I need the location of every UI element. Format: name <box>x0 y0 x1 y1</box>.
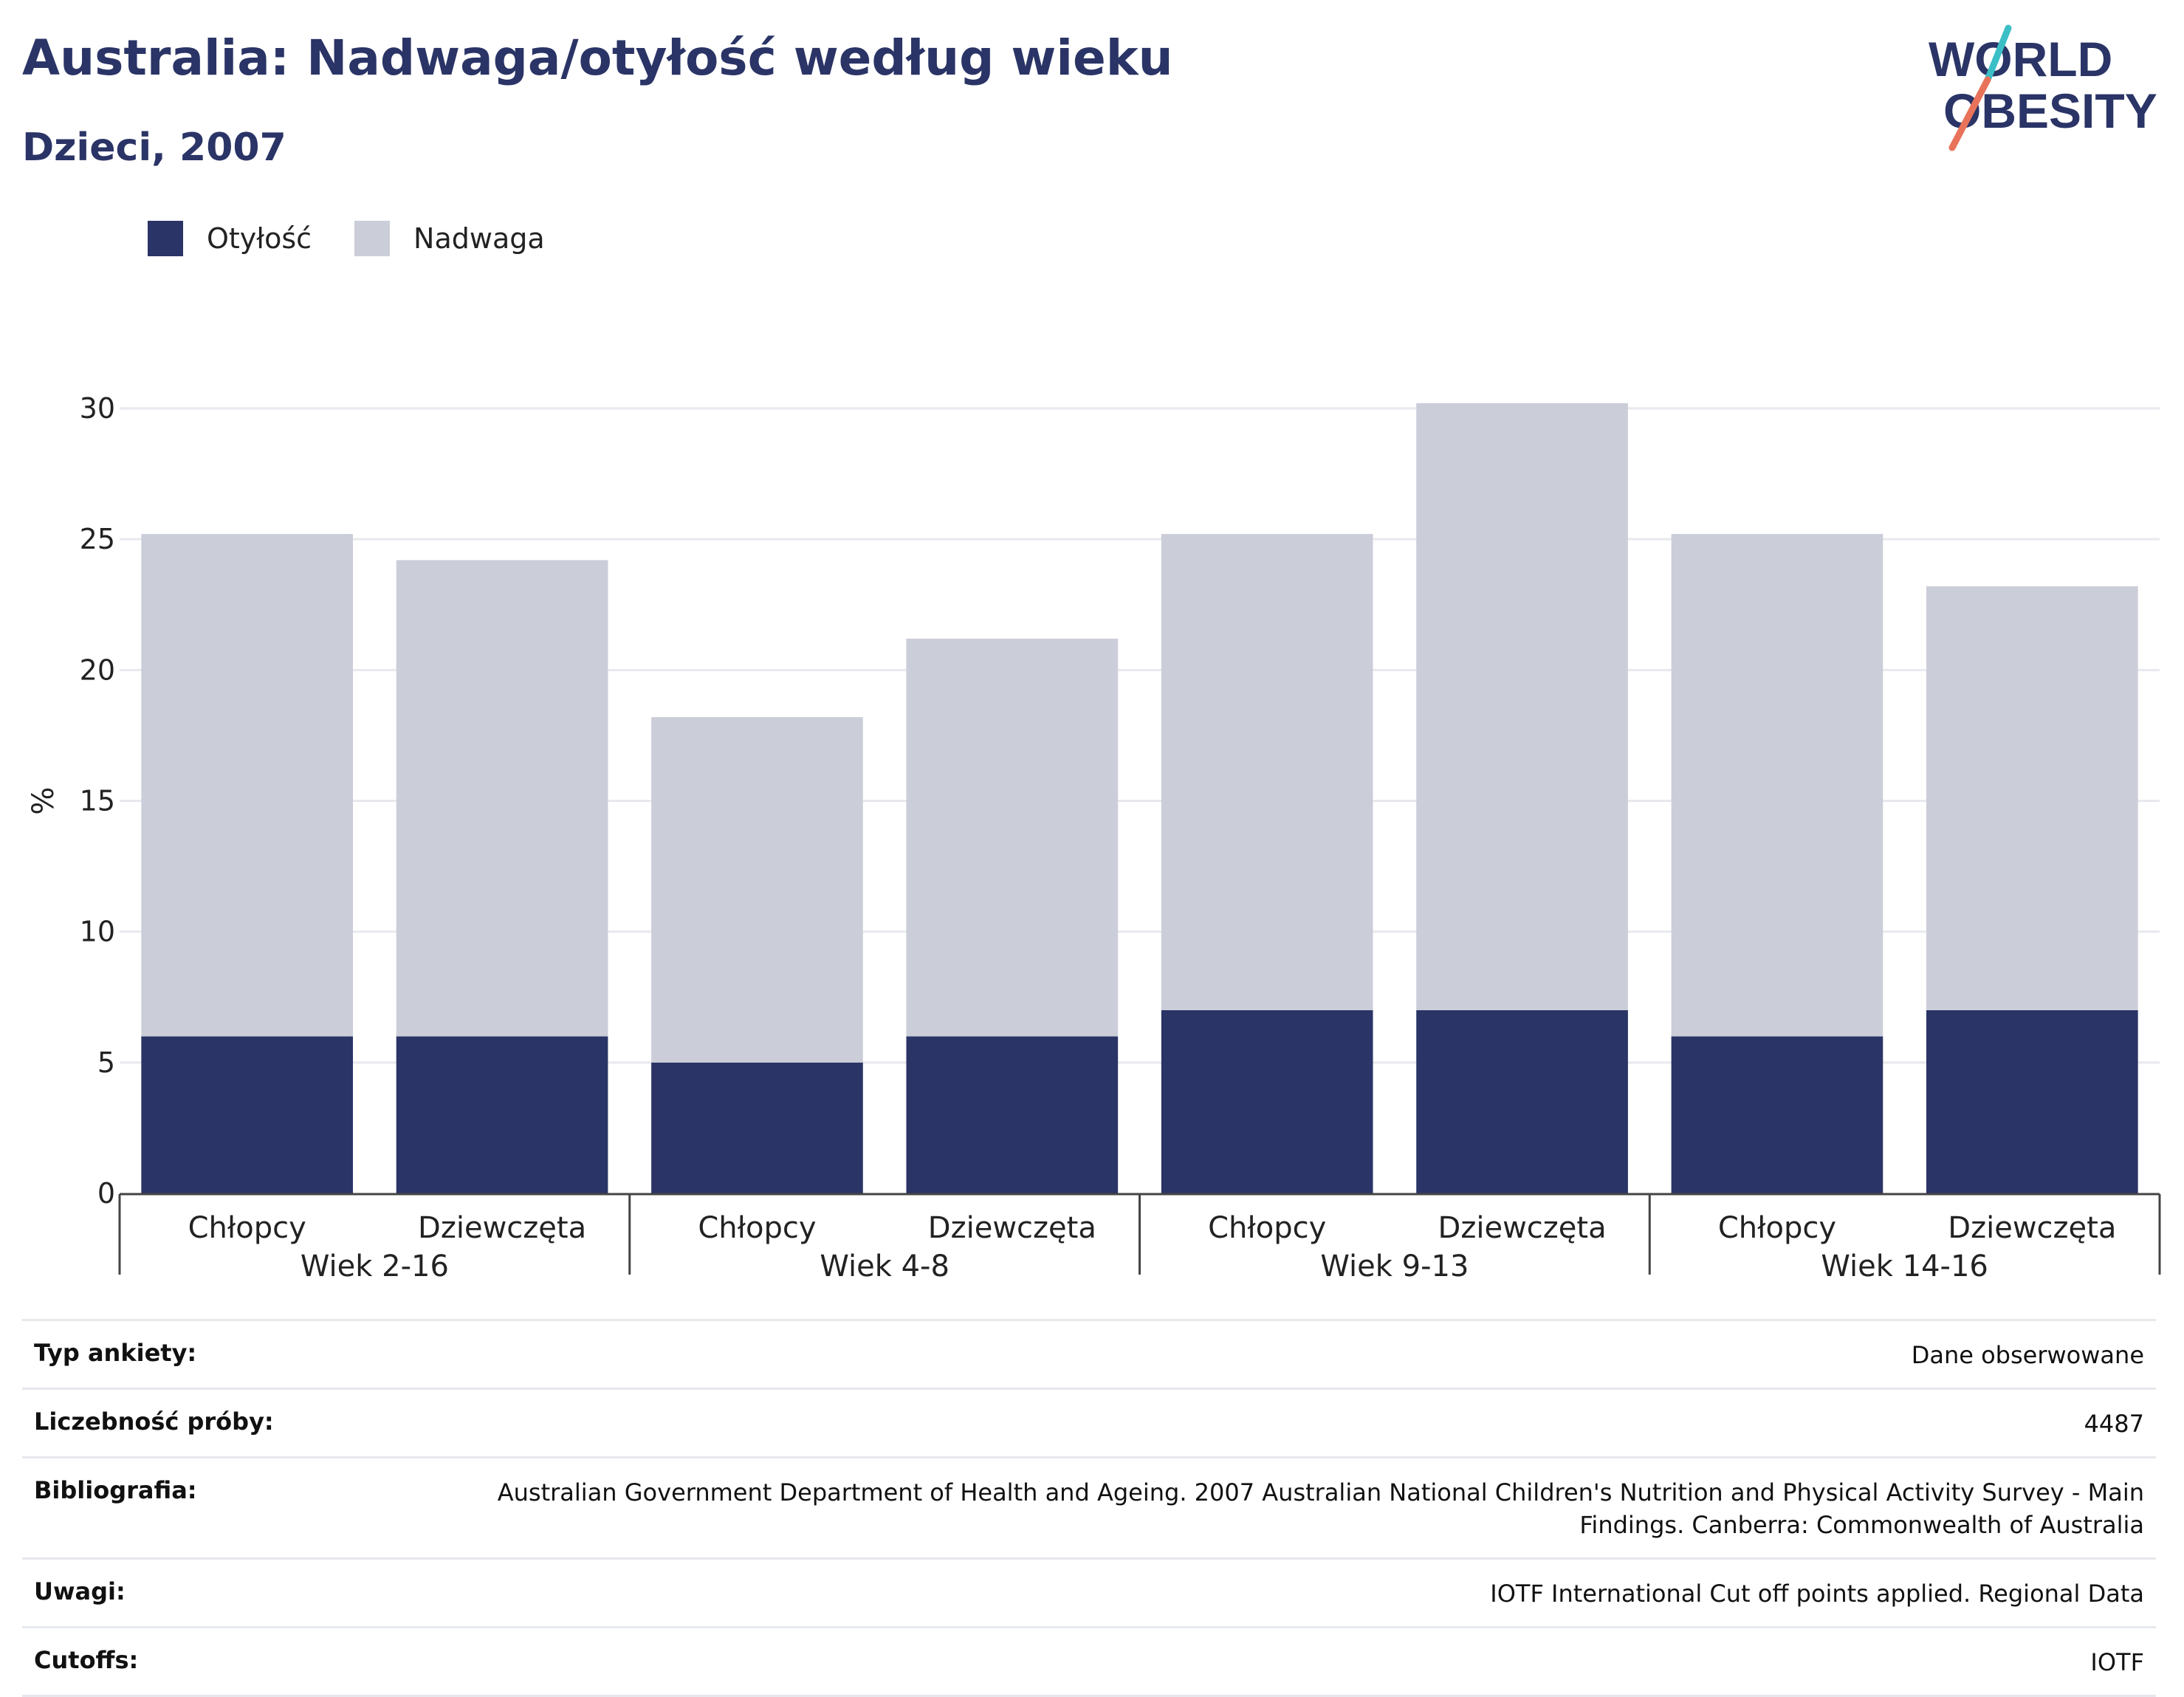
chart-legend: Otyłość Nadwaga <box>148 220 588 257</box>
info-key: Uwagi: <box>34 1577 126 1605</box>
info-key: Typ ankiety: <box>34 1339 197 1367</box>
bar-overweight <box>651 717 863 1063</box>
x-group-label: Wiek 4-8 <box>820 1249 950 1283</box>
x-category-label: Dziewczęta <box>1438 1211 1607 1245</box>
legend-label-overweight: Nadwaga <box>413 222 545 255</box>
bar-obesity <box>1671 1036 1883 1193</box>
info-value: Australian Government Department of Heal… <box>497 1478 2144 1539</box>
bar-obesity <box>396 1036 608 1193</box>
bar-obesity <box>1416 1009 1628 1193</box>
x-group-label: Wiek 2-16 <box>301 1249 449 1283</box>
bar-obesity <box>906 1036 1119 1193</box>
bar-obesity <box>651 1062 863 1193</box>
y-tick-label: 10 <box>80 916 115 948</box>
chart-title: Australia: Nadwaga/otyłość według wieku <box>22 30 1173 86</box>
x-category-label: Chłopcy <box>698 1211 816 1245</box>
x-group-label: Wiek 14-16 <box>1821 1249 1988 1283</box>
x-category-label: Chłopcy <box>188 1211 306 1245</box>
info-row-notes: Uwagi: IOTF International Cut off points… <box>22 1557 2156 1626</box>
info-key: Cutoffs: <box>34 1646 139 1674</box>
world-obesity-logo: WORLD OBESITY <box>1929 24 2157 151</box>
logo-slash-red <box>1948 76 1991 151</box>
bar-overweight <box>906 638 1119 1037</box>
info-row-bibliography: Bibliografia: Australian Government Depa… <box>22 1456 2156 1557</box>
legend-swatch-overweight <box>354 221 391 256</box>
y-tick-label: 5 <box>97 1046 115 1079</box>
x-category-label: Dziewczęta <box>928 1211 1096 1245</box>
legend-swatch-obesity <box>148 221 183 256</box>
legend-item-overweight: Nadwaga <box>354 221 545 256</box>
info-row-sample-size: Liczebność próby: 4487 <box>22 1388 2156 1456</box>
info-row-cutoffs: Cutoffs: IOTF <box>22 1626 2156 1697</box>
info-table: Typ ankiety: Dane obserwowane Liczebność… <box>22 1319 2156 1697</box>
bar-overweight <box>141 534 354 1037</box>
y-tick-label: 30 <box>80 392 115 425</box>
bar-overweight <box>1671 534 1883 1037</box>
bar-obesity <box>1926 1009 2138 1193</box>
bar-obesity <box>1161 1009 1373 1193</box>
info-value: 4487 <box>2084 1410 2144 1438</box>
bar-chart: 0 5 10 15 20 25 30% Chłopcy Dziewczęta Chłopcy Dzi… <box>27 392 2161 1283</box>
info-key: Liczebność próby: <box>34 1408 274 1436</box>
info-value: IOTF International Cut off points applie… <box>1490 1580 2144 1608</box>
y-tick-label: 25 <box>80 523 115 555</box>
legend-item-obesity: Otyłość <box>148 221 312 256</box>
bar-overweight <box>1416 402 1628 1010</box>
x-group-label: Wiek 9-13 <box>1320 1249 1469 1283</box>
logo-slash-teal <box>1984 24 2012 83</box>
y-axis-label: % <box>27 786 61 815</box>
x-category-label: Dziewczęta <box>418 1211 586 1245</box>
bar-overweight <box>1926 586 2138 1010</box>
x-category-label: Chłopcy <box>1718 1211 1836 1245</box>
y-tick-label: 15 <box>80 785 115 817</box>
x-category-label: Chłopcy <box>1208 1211 1326 1245</box>
y-tick-label: 0 <box>97 1177 115 1210</box>
info-value: Dane obserwowane <box>1911 1341 2144 1369</box>
info-value: IOTF <box>2090 1648 2144 1676</box>
logo-word-world: WORLD <box>1929 32 2112 86</box>
chart-subtitle: Dzieci, 2007 <box>22 126 286 170</box>
bar-obesity <box>141 1036 354 1193</box>
legend-label-obesity: Otyłość <box>207 222 312 255</box>
info-key: Bibliografia: <box>34 1476 197 1504</box>
bar-overweight <box>1161 534 1373 1010</box>
info-row-survey-type: Typ ankiety: Dane obserwowane <box>22 1319 2156 1388</box>
x-category-label: Dziewczęta <box>1948 1211 2116 1245</box>
bar-overweight <box>396 560 608 1037</box>
y-tick-label: 20 <box>80 654 115 686</box>
